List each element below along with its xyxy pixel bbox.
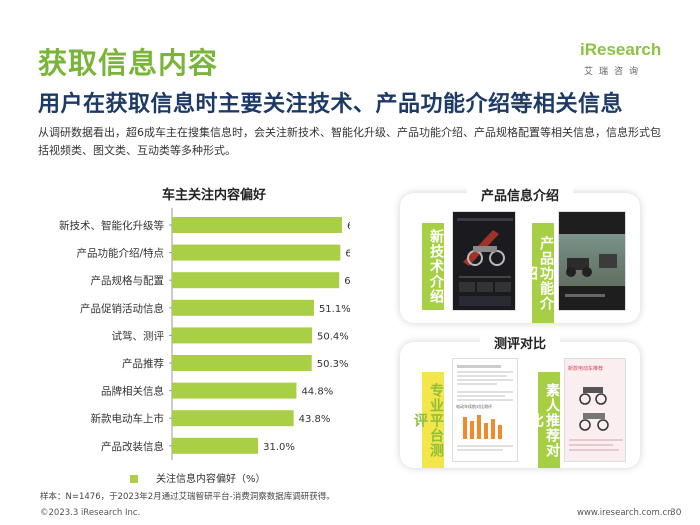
page-title: 获取信息内容 bbox=[38, 46, 219, 80]
label-product-function: 产品功能介绍 bbox=[522, 223, 554, 323]
bar bbox=[172, 355, 312, 371]
category-label: 品牌相关信息 bbox=[101, 385, 164, 398]
footer-website: www.iresearch.com.cn bbox=[577, 508, 673, 518]
value-label: 44.8% bbox=[301, 387, 333, 398]
value-label: 31.0% bbox=[263, 442, 295, 453]
page-subtitle: 用户在获取信息时主要关注技术、产品功能介绍等相关信息 bbox=[38, 92, 624, 117]
value-label: 50.4% bbox=[317, 331, 349, 342]
chart-title: 车主关注内容偏好 bbox=[162, 188, 267, 203]
logo-wordmark: iResearch bbox=[580, 40, 662, 59]
thumb-review-document: 电动车续航对比测评 bbox=[452, 358, 518, 462]
logo-subtext: 艾瑞咨询 bbox=[584, 67, 645, 77]
bar bbox=[172, 244, 341, 261]
sample-note: 样本：N=1476，于2023年2月通过艾瑞智研平台-消费洞察数据库调研获得。 bbox=[40, 492, 335, 502]
bar bbox=[172, 327, 312, 344]
value-label: 60.2% bbox=[344, 276, 350, 287]
thumb-product-function-photo bbox=[558, 211, 626, 311]
footer-copyright: ©2023.3 iResearch Inc. bbox=[40, 508, 141, 518]
iresearch-logo: iResearch 艾瑞咨询 bbox=[580, 40, 662, 80]
legend-swatch bbox=[130, 475, 138, 483]
category-label: 产品功能介绍/特点 bbox=[76, 247, 164, 260]
bar bbox=[172, 410, 294, 427]
chart-legend: 关注信息内容偏好（%） bbox=[130, 470, 266, 485]
bar-chart: 新技术、智能化升级等 61.2% 产品功能介绍/特点 60.6% 产品规格与配置 60.2… bbox=[59, 208, 350, 460]
category-label: 新款电动车上市 bbox=[91, 412, 165, 425]
legend-label: 关注信息内容偏好（%） bbox=[156, 474, 266, 485]
category-label: 产品促销活动信息 bbox=[80, 302, 164, 315]
thumb-new-tech-image bbox=[452, 211, 516, 311]
category-label: 产品改装信息 bbox=[101, 440, 164, 453]
page-description: 从调研数据看出，超6成车主在搜集信息时，会关注新技术、智能化升级、产品功能介绍、… bbox=[38, 126, 661, 157]
bar bbox=[172, 382, 297, 399]
category-label: 产品规格与配置 bbox=[91, 274, 165, 287]
page-number: 30 bbox=[670, 508, 682, 518]
category-label: 新技术、智能化升级等 bbox=[59, 219, 164, 232]
value-label: 50.3% bbox=[317, 359, 349, 370]
panel-review-title: 测评对比 bbox=[479, 333, 561, 352]
bar bbox=[172, 437, 259, 454]
category-label: 试驾、测评 bbox=[112, 329, 165, 342]
panel-product-info-title: 产品信息介绍 bbox=[466, 185, 574, 204]
panel-product-info: 产品信息介绍 新技术介绍 产品功能介绍 bbox=[400, 185, 640, 323]
value-label: 60.6% bbox=[345, 249, 350, 260]
value-label: 51.1% bbox=[319, 304, 350, 315]
pink-thumb-header: 新款电动车推荐 bbox=[568, 366, 604, 372]
category-label: 产品推荐 bbox=[122, 357, 164, 370]
review-doc-caption: 电动车续航对比测评 bbox=[456, 404, 492, 409]
label-new-tech: 新技术介绍 bbox=[422, 223, 444, 310]
label-peer-recommend: 素人推荐对比 bbox=[528, 372, 560, 468]
bar bbox=[172, 272, 340, 289]
value-label: 43.8% bbox=[299, 414, 331, 425]
bar bbox=[172, 217, 342, 233]
bar bbox=[172, 299, 314, 316]
panel-review: 测评对比 专业平台测评 电动车续航对比测评 素人推荐对比 新款电动车推荐 bbox=[400, 333, 640, 468]
value-label: 61.2% bbox=[347, 221, 350, 232]
label-professional-review: 专业平台测评 bbox=[412, 372, 444, 468]
thumb-peer-recommend: 新款电动车推荐 bbox=[564, 358, 626, 462]
